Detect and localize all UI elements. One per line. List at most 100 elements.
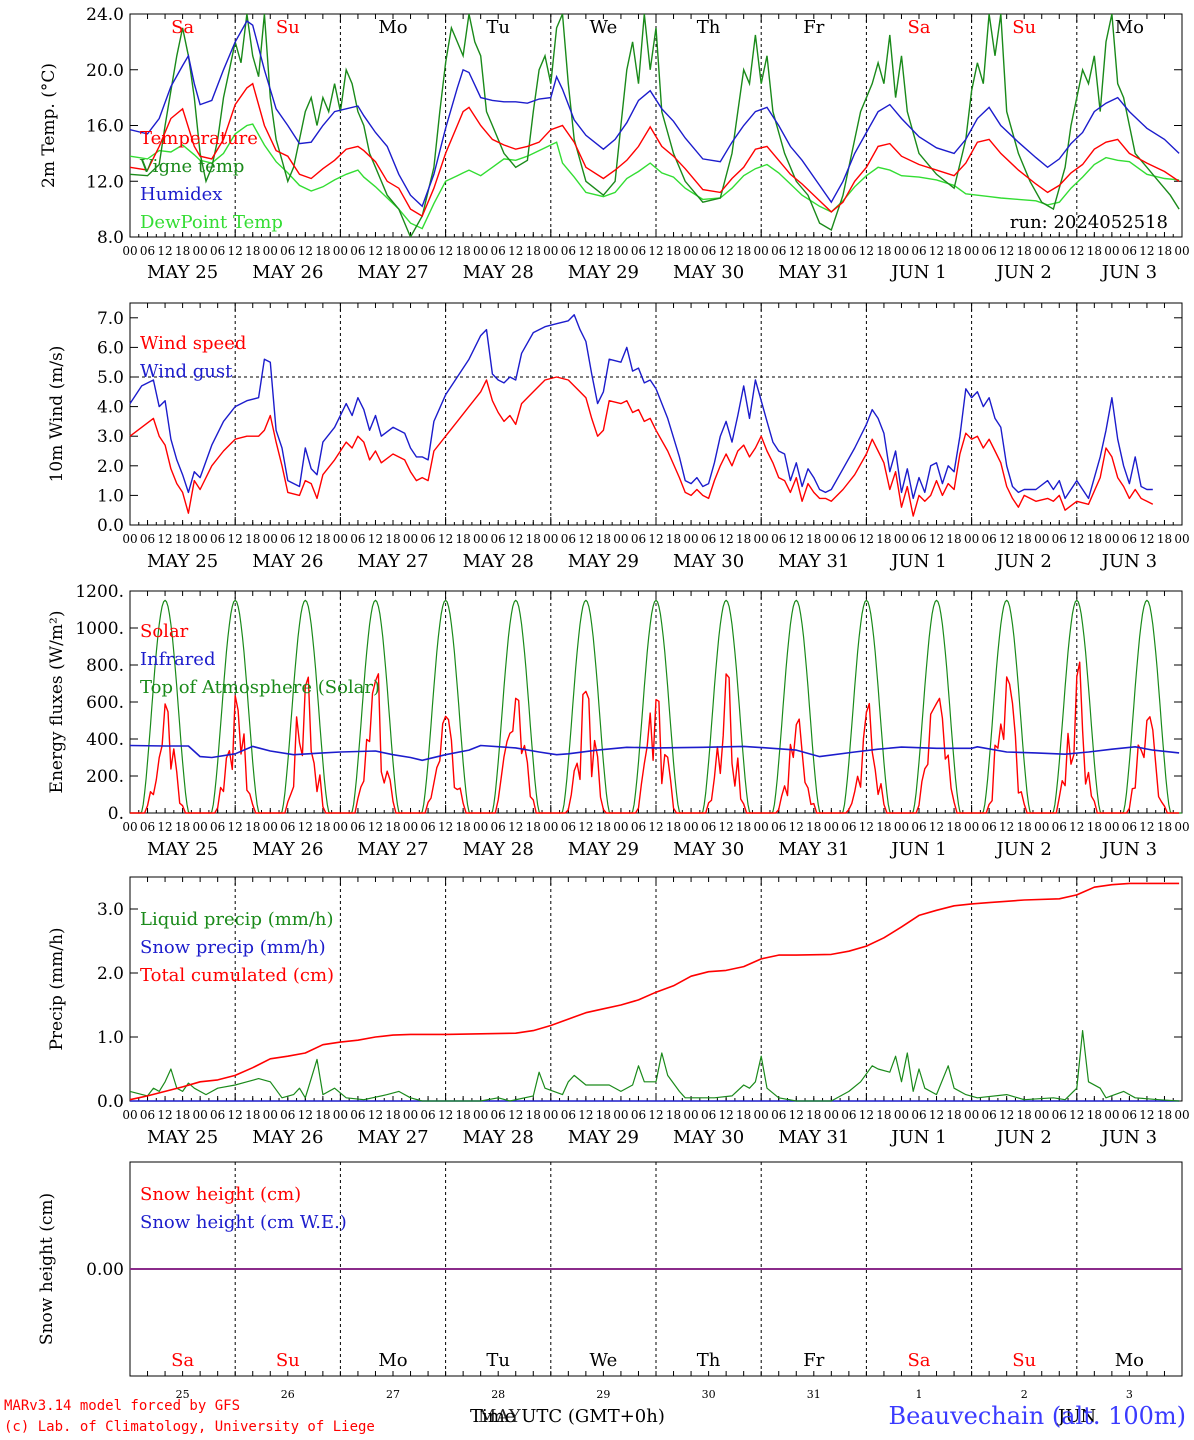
hour-tick-label: 00: [1034, 820, 1049, 834]
hour-tick-label: 00: [824, 244, 839, 258]
hour-tick-label: 12: [718, 1108, 733, 1122]
legend-entry: Wind gust: [140, 361, 233, 382]
y-axis-label: Precip (mm/h): [47, 927, 67, 1050]
y-tick-label: 4.0: [97, 398, 124, 418]
hour-tick-label: 00: [964, 532, 979, 546]
hour-tick-label: 12: [718, 532, 733, 546]
hour-tick-label: 18: [526, 532, 541, 546]
hour-tick-label: 06: [981, 244, 996, 258]
hour-tick-label: 06: [701, 1108, 716, 1122]
hour-tick-label: 06: [350, 1108, 365, 1122]
month-label-may: MAY: [478, 1406, 522, 1427]
hour-tick-label: 00: [333, 820, 348, 834]
hour-tick-label: 12: [368, 244, 383, 258]
hour-tick-label: 18: [736, 532, 751, 546]
hour-tick-label: 12: [789, 820, 804, 834]
hour-tick-label: 18: [526, 820, 541, 834]
hour-tick-label: 18: [385, 820, 400, 834]
hour-tick-label: 00: [613, 244, 628, 258]
series-total-cumulated: [129, 882, 1180, 1101]
hour-tick-label: 18: [596, 1108, 611, 1122]
weekday-label: We: [590, 1350, 618, 1371]
hour-tick-label: 06: [631, 1108, 646, 1122]
hour-tick-label: 06: [771, 1108, 786, 1122]
hour-tick-label: 12: [1069, 244, 1084, 258]
hour-tick-label: 18: [1087, 820, 1102, 834]
hour-tick-label: 00: [754, 244, 769, 258]
y-tick-label: 0.0: [97, 516, 124, 536]
hour-tick-label: 00: [333, 244, 348, 258]
hour-tick-label: 18: [385, 1108, 400, 1122]
lab-credit: (c) Lab. of Climatology, University of L…: [4, 1419, 375, 1435]
day-number-label: 1: [916, 1388, 923, 1401]
date-label: JUN 3: [1100, 1127, 1157, 1148]
date-label: JUN 3: [1100, 551, 1157, 572]
date-label: MAY 28: [463, 551, 534, 572]
day-number-label: 30: [702, 1388, 716, 1401]
hour-tick-label: 18: [175, 532, 190, 546]
hour-tick-label: 12: [859, 532, 874, 546]
y-axis-label: 2m Temp. (°C): [39, 63, 59, 188]
hour-tick-label: 00: [754, 820, 769, 834]
hour-tick-label: 00: [122, 244, 137, 258]
date-label: JUN 2: [995, 262, 1052, 283]
hour-tick-label: 18: [315, 820, 330, 834]
hour-tick-label: 00: [543, 244, 558, 258]
weekday-label: Sa: [907, 17, 930, 38]
hour-tick-label: 00: [403, 820, 418, 834]
hour-tick-label: 12: [999, 820, 1014, 834]
month-label-jun: JUN: [1056, 1406, 1096, 1427]
hour-tick-label: 06: [561, 244, 576, 258]
hour-tick-label: 12: [789, 244, 804, 258]
y-tick-label: 20.0: [86, 61, 124, 81]
hour-tick-label: 06: [420, 820, 435, 834]
hour-tick-label: 06: [210, 244, 225, 258]
hour-tick-label: 12: [368, 532, 383, 546]
legend-entry: DewPoint Temp: [140, 212, 283, 233]
hour-tick-label: 18: [1017, 532, 1032, 546]
y-tick-label: 0.00: [86, 1260, 124, 1280]
day-number-label: 25: [176, 1388, 190, 1401]
hour-tick-label: 00: [894, 244, 909, 258]
date-label: JUN 1: [889, 1127, 946, 1148]
hour-tick-label: 00: [192, 244, 207, 258]
hour-tick-label: 18: [806, 1108, 821, 1122]
hour-tick-label: 06: [981, 532, 996, 546]
hour-tick-label: 18: [1157, 244, 1172, 258]
hour-tick-label: 06: [771, 532, 786, 546]
hour-tick-label: 06: [771, 244, 786, 258]
hour-tick-label: 18: [1087, 532, 1102, 546]
hour-tick-label: 18: [876, 244, 891, 258]
hour-tick-label: 12: [718, 820, 733, 834]
hour-tick-label: 12: [1069, 1108, 1084, 1122]
y-tick-label: 8.0: [97, 228, 124, 248]
date-label: JUN 1: [889, 262, 946, 283]
hour-tick-label: 12: [157, 244, 172, 258]
hour-tick-label: 12: [508, 820, 523, 834]
hour-tick-label: 18: [876, 820, 891, 834]
hour-tick-label: 00: [683, 1108, 698, 1122]
hour-tick-label: 12: [929, 532, 944, 546]
hour-tick-label: 12: [1139, 244, 1154, 258]
hour-tick-label: 06: [561, 820, 576, 834]
hour-tick-label: 06: [1052, 244, 1067, 258]
hour-tick-label: 06: [280, 820, 295, 834]
date-label: MAY 31: [778, 551, 849, 572]
date-label: MAY 31: [778, 1127, 849, 1148]
hour-tick-label: 18: [806, 244, 821, 258]
hour-tick-label: 12: [438, 532, 453, 546]
hour-tick-label: 18: [315, 244, 330, 258]
hour-tick-label: 06: [981, 820, 996, 834]
hour-tick-label: 18: [596, 820, 611, 834]
weekday-label: Th: [697, 17, 721, 38]
run-annotation: run: 2024052518: [1010, 212, 1168, 233]
hour-tick-label: 06: [210, 532, 225, 546]
legend-entry: Liquid precip (mm/h): [140, 909, 334, 930]
weekday-label: Su: [1012, 17, 1036, 38]
date-label: MAY 27: [357, 551, 428, 572]
y-tick-label: 3.0: [97, 900, 124, 920]
hour-tick-label: 00: [894, 820, 909, 834]
hour-tick-label: 06: [631, 244, 646, 258]
hour-tick-label: 00: [192, 820, 207, 834]
